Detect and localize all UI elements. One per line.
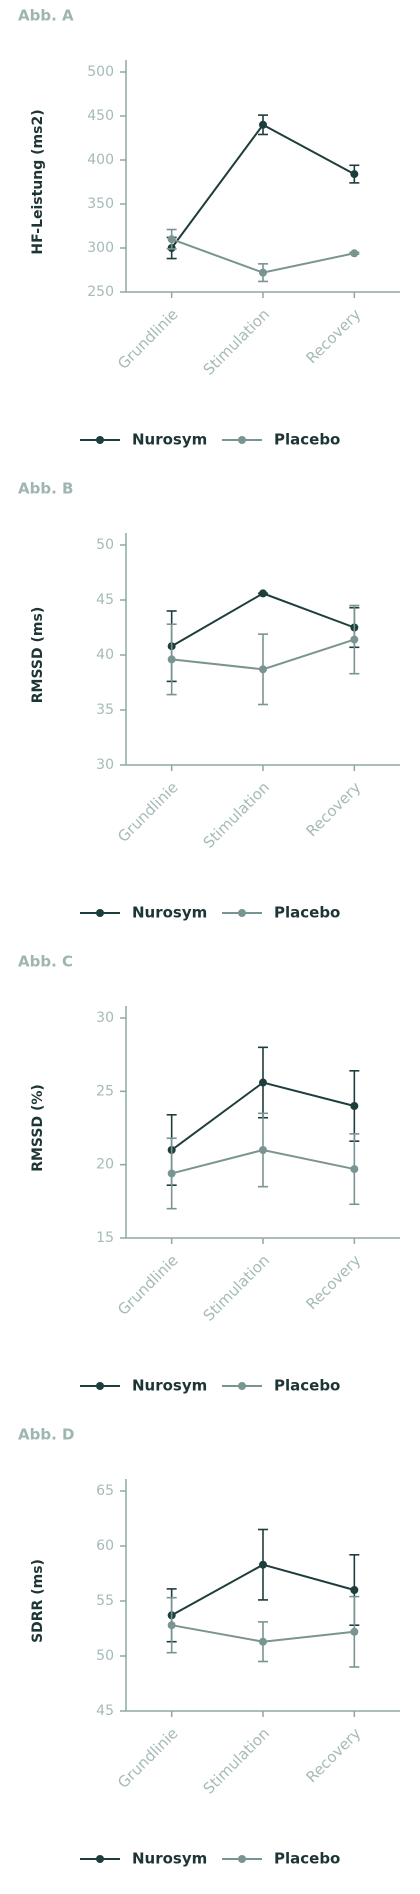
data-point bbox=[259, 665, 267, 674]
y-tick-label: 15 bbox=[96, 1230, 114, 1246]
chart-panel: Abb. A 250 300 350 400 450 500 HF-Leistung (ms2… bbox=[18, 7, 400, 449]
y-tick-label: 55 bbox=[96, 1593, 114, 1609]
legend-label: Nurosym bbox=[132, 1377, 207, 1395]
figure-label: Abb. D bbox=[18, 1426, 74, 1444]
y-axis-label: HF-Leistung (ms2) bbox=[30, 109, 46, 254]
x-tick-label: Grundlinie bbox=[114, 1724, 182, 1792]
chart-panel: Abb. B 30 35 40 45 50 RMSSD (ms) Grundlinie Stim… bbox=[18, 480, 400, 922]
data-point bbox=[167, 235, 176, 244]
x-tick-label: Stimulation bbox=[200, 778, 273, 851]
data-point bbox=[350, 1586, 359, 1594]
x-tick-label: Grundlinie bbox=[114, 1251, 182, 1319]
data-point bbox=[259, 1560, 267, 1569]
data-point bbox=[167, 1169, 176, 1178]
legend-label: Nurosym bbox=[132, 1850, 207, 1868]
y-tick-label: 500 bbox=[87, 64, 114, 80]
legend-marker bbox=[238, 436, 246, 444]
data-point bbox=[350, 1102, 359, 1110]
legend-label: Nurosym bbox=[132, 431, 207, 449]
data-point bbox=[259, 589, 267, 598]
legend-marker bbox=[238, 1855, 246, 1863]
y-axis-label: RMSSD (%) bbox=[30, 1084, 46, 1172]
data-point bbox=[350, 635, 359, 644]
y-tick-label: 45 bbox=[96, 592, 114, 608]
figure-label: Abb. C bbox=[18, 953, 73, 971]
legend-label: Placebo bbox=[274, 1850, 340, 1868]
data-point bbox=[350, 1627, 359, 1636]
x-tick-label: Grundlinie bbox=[114, 778, 182, 846]
y-tick-label: 65 bbox=[96, 1483, 114, 1499]
x-tick-label: Recovery bbox=[302, 1724, 364, 1786]
y-tick-label: 400 bbox=[87, 152, 114, 168]
legend-marker bbox=[238, 909, 246, 917]
y-tick-label: 250 bbox=[87, 284, 114, 300]
y-tick-label: 30 bbox=[96, 757, 114, 773]
data-point bbox=[259, 1078, 267, 1087]
legend-label: Placebo bbox=[274, 431, 340, 449]
y-tick-label: 450 bbox=[87, 108, 114, 124]
legend-label: Placebo bbox=[274, 1377, 340, 1395]
legend-marker bbox=[96, 1855, 104, 1863]
y-axis-label: RMSSD (ms) bbox=[30, 607, 46, 703]
y-tick-label: 45 bbox=[96, 1703, 114, 1719]
x-tick-label: Recovery bbox=[302, 778, 364, 840]
y-tick-label: 25 bbox=[96, 1083, 114, 1099]
legend-label: Placebo bbox=[274, 904, 340, 922]
data-point bbox=[259, 268, 267, 277]
legend-label: Nurosym bbox=[132, 904, 207, 922]
data-point bbox=[167, 655, 176, 664]
figure-label: Abb. B bbox=[18, 480, 73, 498]
data-point bbox=[167, 1621, 176, 1630]
chart-panel: Abb. C 15 20 25 30 RMSSD (%) Grundlinie Stimula… bbox=[18, 953, 400, 1395]
x-tick-label: Recovery bbox=[302, 1251, 364, 1313]
y-tick-label: 350 bbox=[87, 196, 114, 212]
y-tick-label: 60 bbox=[96, 1538, 114, 1554]
data-point bbox=[350, 1165, 359, 1174]
x-tick-label: Grundlinie bbox=[114, 305, 182, 373]
y-tick-label: 20 bbox=[96, 1157, 114, 1173]
y-tick-label: 50 bbox=[96, 1648, 114, 1664]
y-tick-label: 35 bbox=[96, 702, 114, 718]
data-point bbox=[259, 120, 267, 129]
y-tick-label: 40 bbox=[96, 647, 114, 663]
data-point bbox=[350, 170, 359, 179]
figure-label: Abb. A bbox=[18, 7, 74, 25]
x-tick-label: Stimulation bbox=[200, 1724, 273, 1797]
data-point bbox=[350, 249, 359, 258]
y-tick-label: 30 bbox=[96, 1010, 114, 1026]
series-line bbox=[170, 123, 355, 249]
chart-panel: Abb. D 45 50 55 60 65 SDRR (ms) Grundlinie Stimu… bbox=[18, 1426, 400, 1868]
x-tick-label: Stimulation bbox=[200, 305, 273, 378]
legend-marker bbox=[96, 909, 104, 917]
data-point bbox=[259, 1637, 267, 1646]
legend-marker bbox=[96, 1382, 104, 1390]
legend-marker bbox=[96, 436, 104, 444]
y-tick-label: 300 bbox=[87, 240, 114, 256]
y-tick-label: 50 bbox=[96, 537, 114, 553]
x-tick-label: Stimulation bbox=[200, 1251, 273, 1324]
legend-marker bbox=[238, 1382, 246, 1390]
y-axis-label: SDRR (ms) bbox=[30, 1559, 46, 1643]
x-tick-label: Recovery bbox=[302, 305, 364, 367]
data-point bbox=[259, 1146, 267, 1154]
